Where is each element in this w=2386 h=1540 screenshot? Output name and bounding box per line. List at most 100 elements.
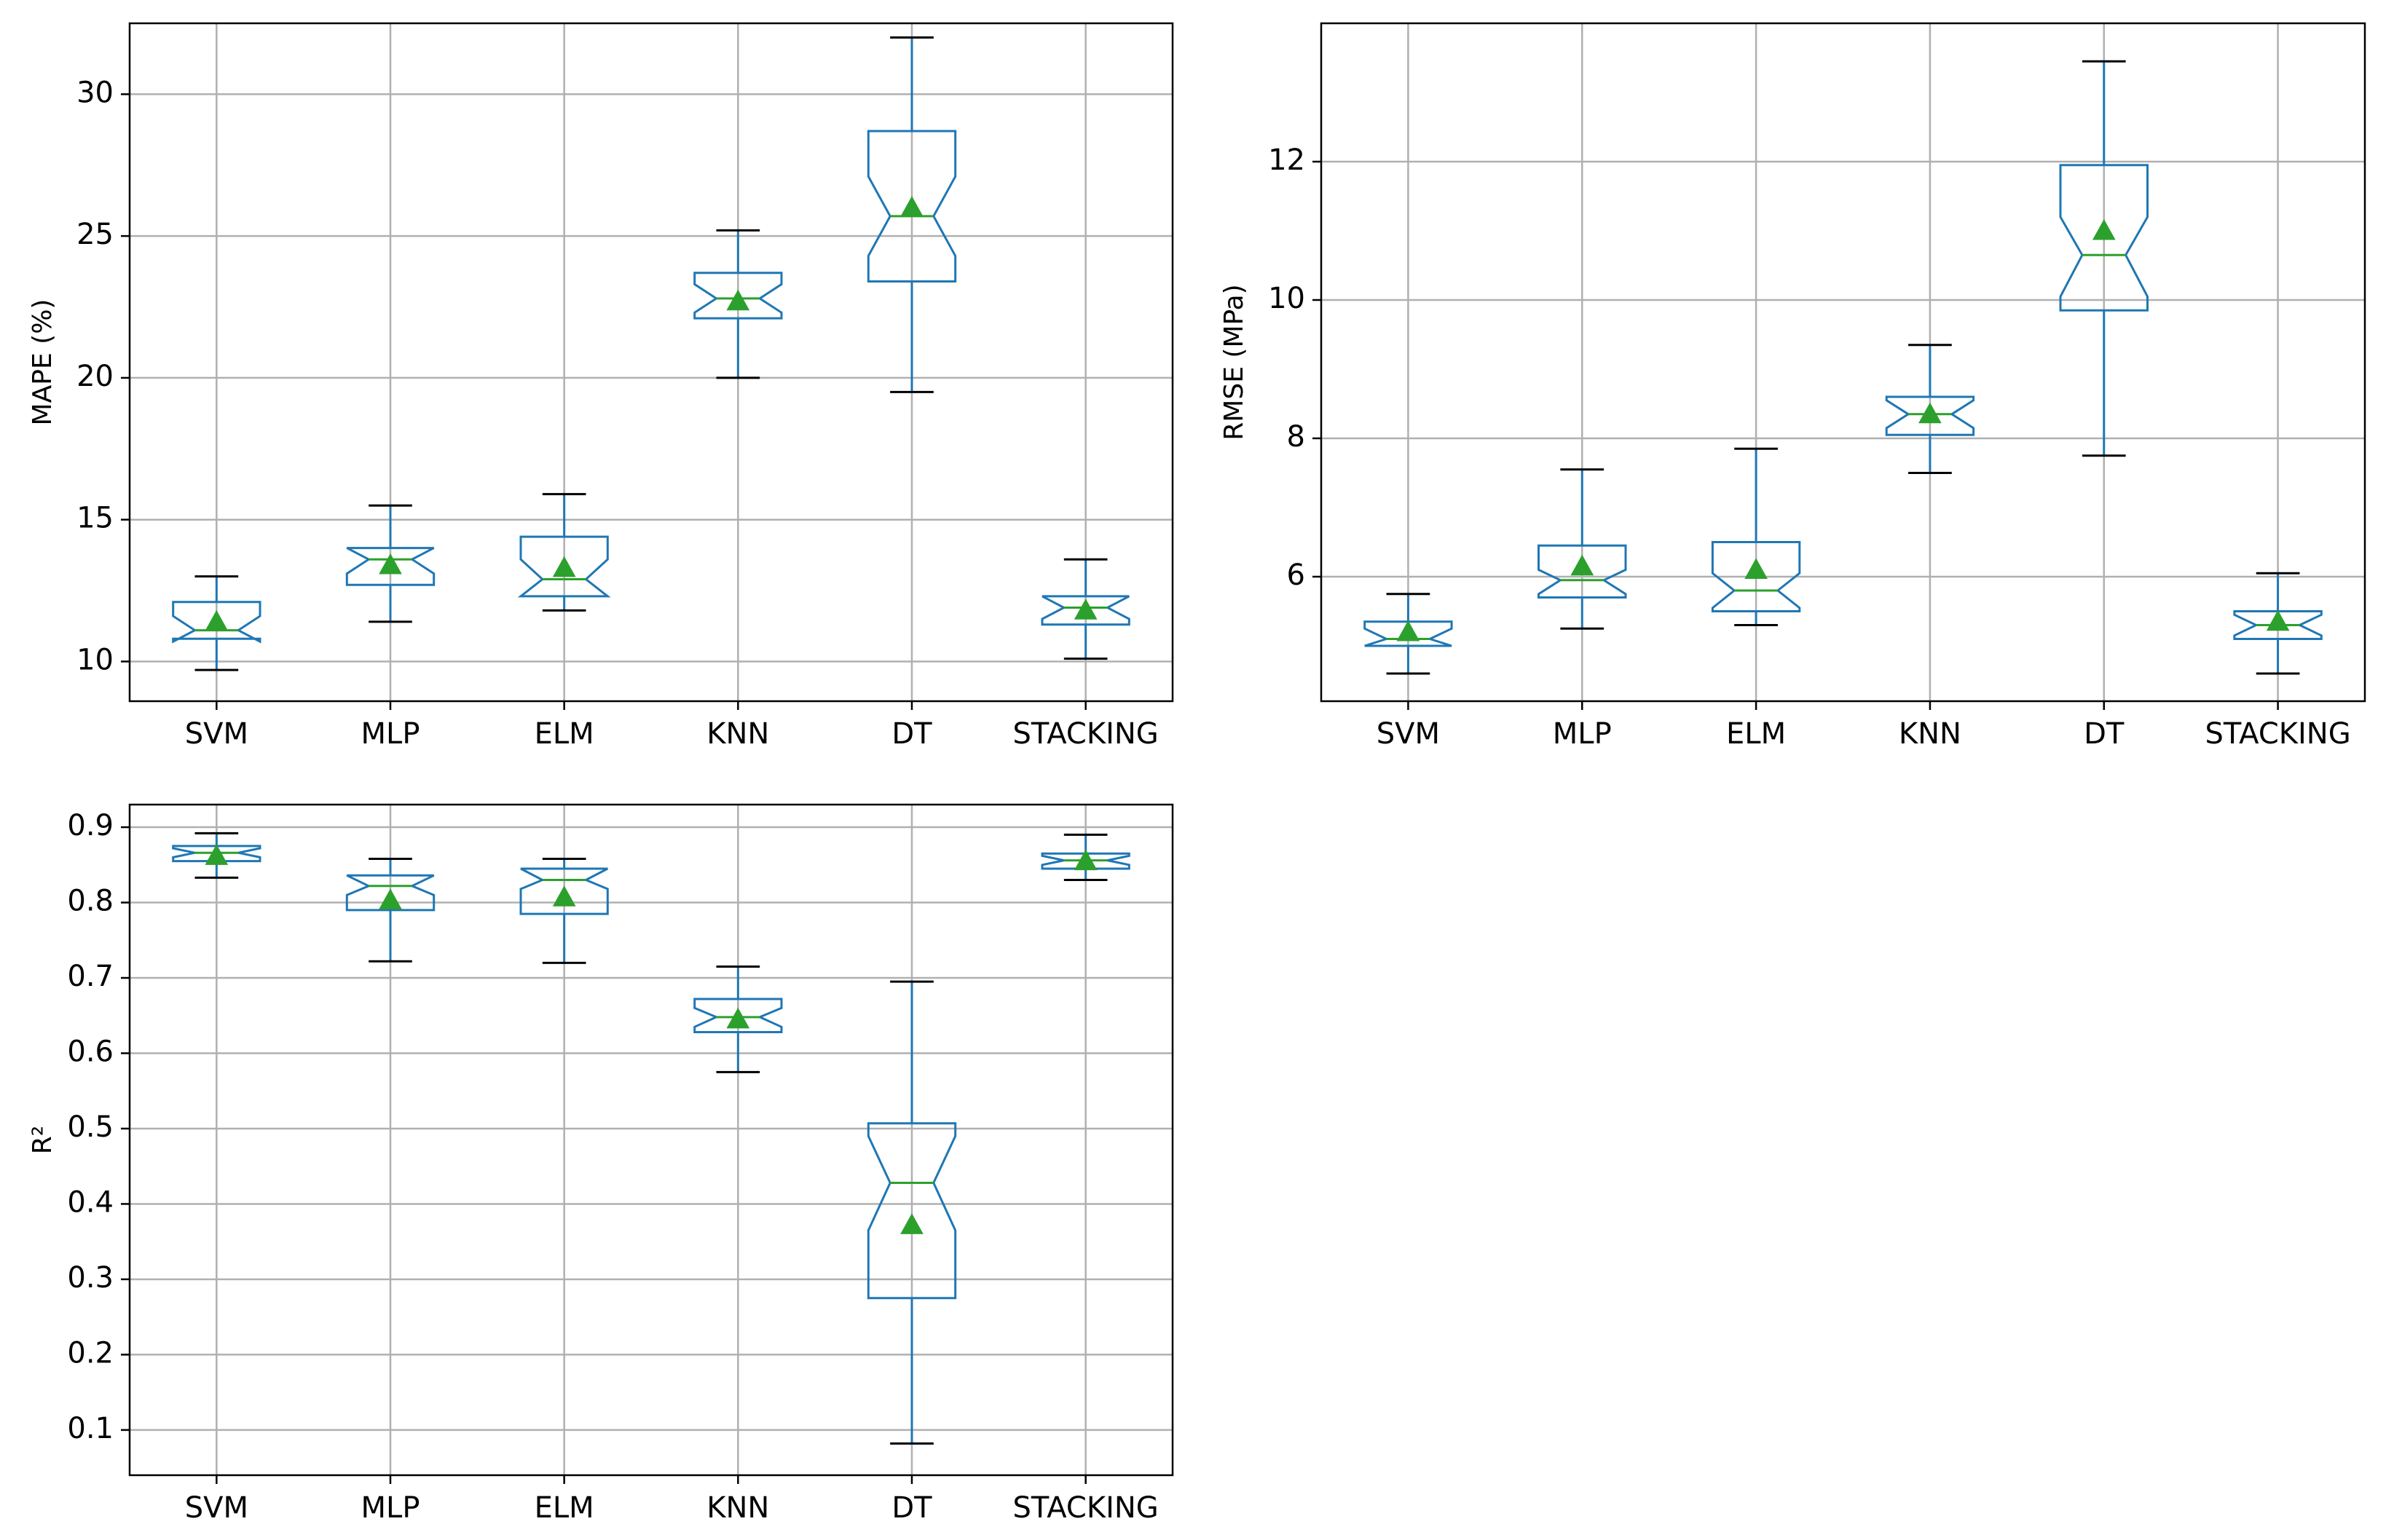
notched-box xyxy=(1885,395,1975,436)
mean-marker xyxy=(552,556,576,577)
y-tick-label: 0.1 xyxy=(67,1412,114,1445)
notched-box xyxy=(693,998,783,1033)
x-tick-label: DT xyxy=(891,1491,932,1525)
notched-box xyxy=(345,874,436,912)
box-dt xyxy=(2059,60,2149,457)
box-svm xyxy=(172,575,261,671)
y-tick-label: 12 xyxy=(1268,143,1305,177)
mean-marker xyxy=(1918,402,1942,424)
box-knn xyxy=(1885,344,1975,474)
mean-marker xyxy=(2092,218,2116,240)
x-tick-label: KNN xyxy=(1899,717,1961,751)
y-tick-label: 8 xyxy=(1287,420,1305,454)
x-tick-label: DT xyxy=(891,717,932,751)
y-tick-label: 0.8 xyxy=(67,885,114,918)
y-tick-label: 0.5 xyxy=(67,1110,114,1144)
axes-frame xyxy=(128,803,1174,1477)
y-tick-label: 10 xyxy=(1268,282,1305,315)
notched-box xyxy=(172,601,261,644)
x-tick-label: STACKING xyxy=(1013,717,1159,751)
notched-box xyxy=(1041,595,1130,626)
mean-marker xyxy=(900,196,924,217)
x-tick-label: STACKING xyxy=(1013,1491,1159,1525)
y-tick-label: 20 xyxy=(76,360,114,393)
x-tick-label: KNN xyxy=(706,1491,769,1525)
mean-marker xyxy=(205,609,229,631)
mean-marker xyxy=(2266,609,2290,631)
box-stacking xyxy=(2233,572,2323,675)
y-axis-label: MAPE (%) xyxy=(28,299,58,426)
mean-marker xyxy=(1570,554,1594,576)
y-tick-label: 0.4 xyxy=(67,1185,114,1219)
mean-marker xyxy=(1074,599,1098,620)
box-elm xyxy=(1711,447,1801,626)
box-dt xyxy=(867,980,957,1445)
x-tick-label: ELM xyxy=(1726,717,1786,751)
r2-boxplot-panel: 0.1 0.2 0.3 0.4 0.5 0.6 0.7 0.8 0.9 SVM MLP ELM KNN D… xyxy=(28,803,1174,1525)
x-tick-label: SVM xyxy=(185,717,248,751)
mean-marker xyxy=(726,289,750,311)
y-tick-label: 0.3 xyxy=(67,1261,114,1295)
y-tick-label: 0.7 xyxy=(67,960,114,993)
x-tick-label: ELM xyxy=(535,717,594,751)
notched-box xyxy=(1363,620,1453,647)
x-tick-label: KNN xyxy=(706,717,769,751)
x-tick-label: STACKING xyxy=(2205,717,2350,751)
box-mlp xyxy=(345,504,436,623)
x-tick-label: ELM xyxy=(535,1491,594,1525)
mean-marker xyxy=(726,1007,750,1029)
x-tick-label: SVM xyxy=(1377,717,1440,751)
notched-box xyxy=(1041,852,1130,870)
x-tick-label: MLP xyxy=(361,717,420,751)
mean-marker xyxy=(205,844,229,865)
notched-box xyxy=(1537,544,1627,599)
notched-box xyxy=(345,547,436,586)
rmse-boxplot-panel: 6 8 10 12 SVM MLP ELM KNN DT STACKING RMSE (MPa) xyxy=(1219,22,2366,751)
mean-marker xyxy=(379,888,402,909)
notched-box xyxy=(172,845,261,863)
axes-frame xyxy=(128,22,1174,703)
box-elm xyxy=(519,858,609,964)
notched-box xyxy=(1711,541,1801,612)
mean-marker xyxy=(1744,558,1768,579)
y-tick-label: 10 xyxy=(76,643,114,676)
axes-frame xyxy=(1320,22,2366,703)
notched-box xyxy=(517,535,611,598)
notched-box xyxy=(867,130,957,283)
box-knn xyxy=(693,965,783,1073)
notched-box xyxy=(867,1122,957,1300)
mean-marker xyxy=(900,1213,924,1234)
box-elm xyxy=(517,493,611,612)
notched-box xyxy=(2233,610,2323,640)
y-axis-label: R² xyxy=(28,1126,58,1154)
box-mlp xyxy=(345,858,436,963)
y-tick-label: 6 xyxy=(1287,558,1305,592)
y-tick-label: 15 xyxy=(76,502,114,535)
notched-box xyxy=(693,272,783,320)
mean-marker xyxy=(1396,620,1420,641)
notched-box xyxy=(519,867,609,915)
box-stacking xyxy=(1041,558,1130,660)
y-tick-label: 30 xyxy=(76,76,114,109)
y-tick-label: 25 xyxy=(76,218,114,251)
mape-boxplot-panel: 10 15 20 25 30 SVM MLP ELM KNN DT STACKING MAPE (%) xyxy=(28,22,1174,751)
box-knn xyxy=(693,229,783,379)
box-stacking xyxy=(1041,833,1130,881)
box-svm xyxy=(172,832,261,879)
mean-marker xyxy=(1074,849,1098,871)
x-tick-label: SVM xyxy=(185,1491,248,1525)
y-tick-label: 0.9 xyxy=(67,809,114,842)
notched-box xyxy=(2059,164,2149,312)
box-svm xyxy=(1363,593,1453,675)
mean-marker xyxy=(379,553,402,574)
mean-marker xyxy=(552,885,576,907)
box-dt xyxy=(867,36,957,393)
y-axis-label: RMSE (MPa) xyxy=(1219,284,1249,440)
x-tick-label: MLP xyxy=(361,1491,420,1525)
y-tick-label: 0.6 xyxy=(67,1035,114,1068)
box-mlp xyxy=(1537,468,1627,630)
x-tick-label: DT xyxy=(2084,717,2125,751)
y-tick-label: 0.2 xyxy=(67,1336,114,1370)
x-tick-label: MLP xyxy=(1553,717,1612,751)
